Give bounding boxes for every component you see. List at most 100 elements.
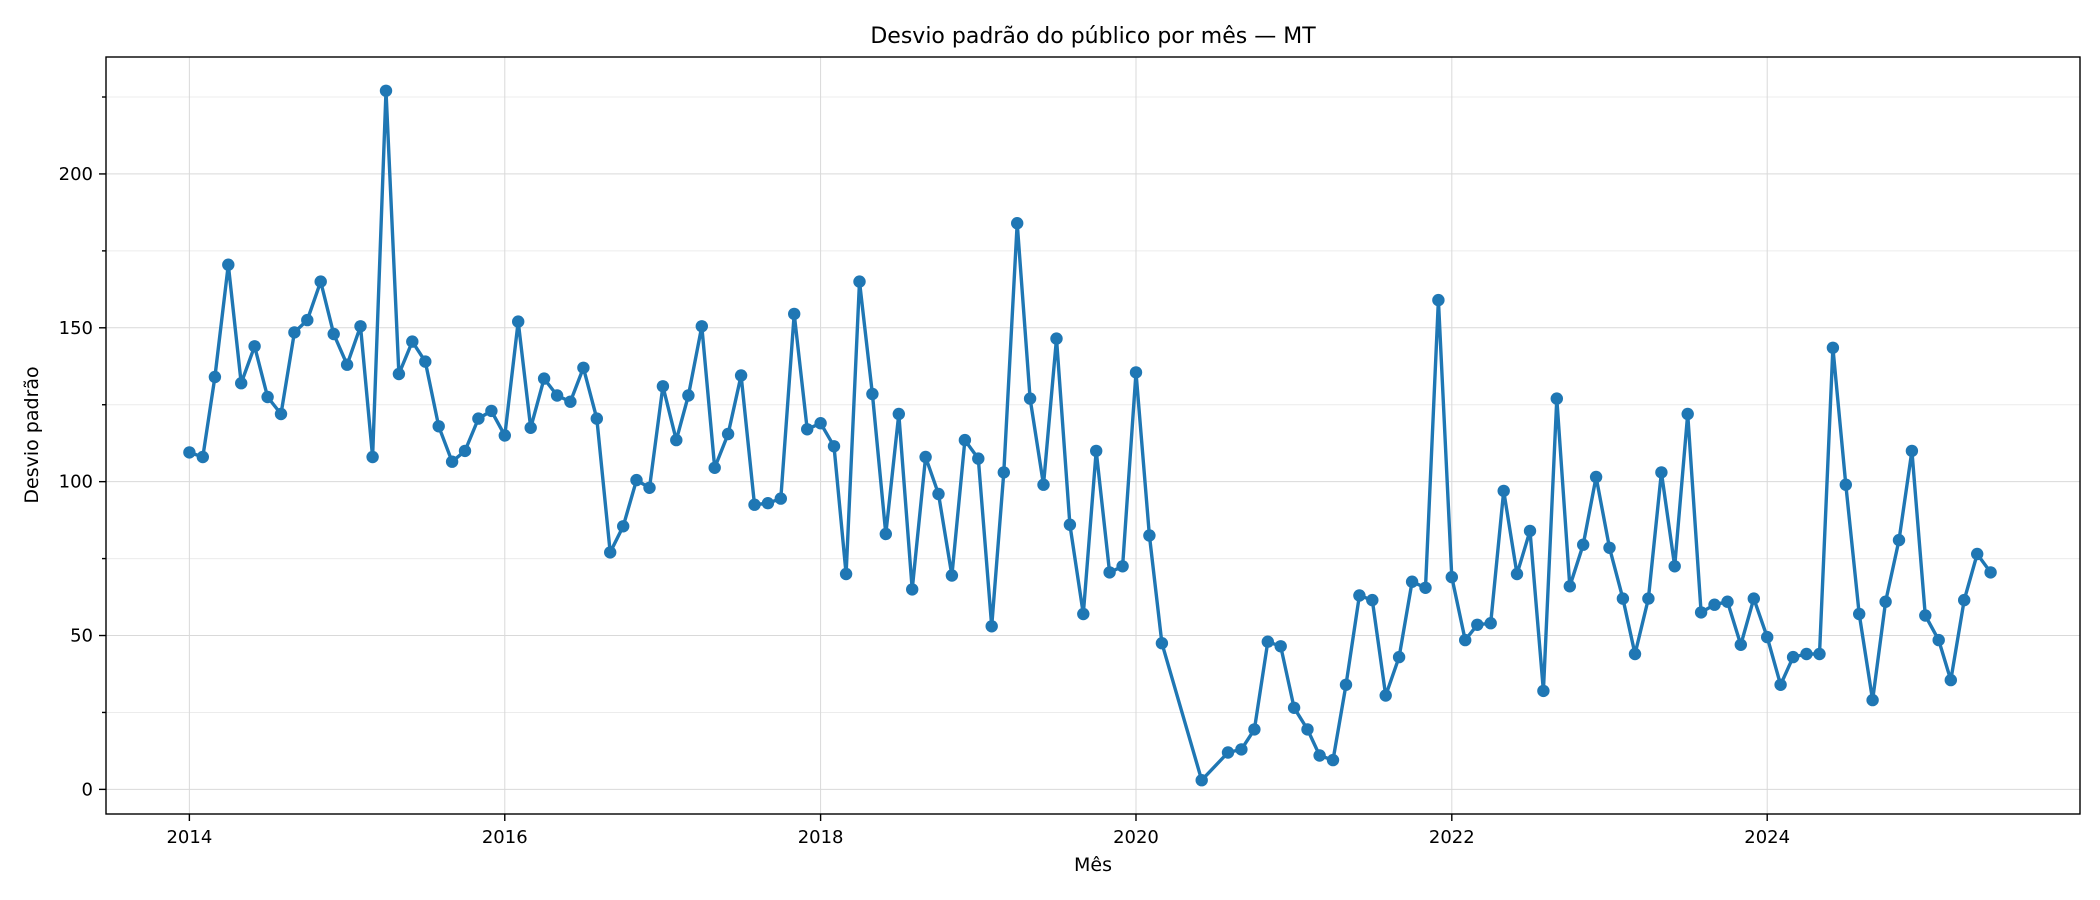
x-tick-label: 2024 — [1744, 827, 1790, 848]
data-point — [419, 355, 432, 368]
data-point — [392, 367, 406, 381]
data-point — [1301, 723, 1314, 736]
data-point — [801, 423, 814, 436]
data-point — [432, 420, 445, 433]
data-point — [670, 433, 683, 447]
data-point — [1366, 593, 1379, 607]
data-point — [1432, 293, 1445, 307]
data-point — [1116, 560, 1129, 573]
data-point — [1721, 595, 1734, 608]
data-point — [1037, 478, 1050, 491]
series-line — [188, 89, 1992, 782]
data-point — [1668, 560, 1681, 573]
data-point — [458, 444, 472, 458]
data-point — [1919, 609, 1932, 622]
data-point — [656, 380, 670, 393]
data-point — [1195, 774, 1208, 787]
data-point — [827, 440, 841, 453]
data-point — [879, 527, 892, 541]
data-point — [1932, 633, 1945, 647]
data-point — [1484, 617, 1497, 630]
data-point — [774, 492, 787, 505]
data-point — [524, 421, 537, 434]
data-point — [248, 340, 261, 353]
data-point — [866, 387, 879, 401]
data-point — [761, 497, 775, 510]
data-point — [604, 546, 617, 559]
data-point — [1958, 593, 1971, 607]
grid-lines — [106, 57, 2080, 814]
data-point — [274, 407, 288, 421]
data-point — [208, 370, 222, 384]
x-tick-label: 2016 — [482, 827, 528, 848]
data-point — [1537, 684, 1550, 698]
data-point — [1326, 753, 1340, 767]
data-point — [853, 275, 866, 288]
data-point — [1826, 341, 1840, 354]
x-tick-label: 2018 — [798, 827, 844, 848]
data-point — [340, 358, 354, 371]
data-point — [997, 466, 1010, 479]
x-tick-label: 2022 — [1429, 827, 1475, 848]
data-point — [1813, 647, 1826, 661]
data-point — [708, 461, 721, 474]
chart-title: Desvio padrão do público por mês — MT — [870, 24, 1316, 49]
data-point — [695, 320, 708, 333]
data-point — [1628, 647, 1642, 661]
data-point — [1523, 524, 1537, 538]
data-point — [932, 487, 945, 501]
data-point — [1734, 638, 1748, 651]
data-point — [472, 412, 485, 425]
data-point — [1761, 630, 1774, 644]
data-point — [748, 498, 761, 511]
data-point — [550, 389, 564, 402]
data-point — [590, 412, 603, 425]
data-point — [235, 377, 248, 390]
data-point — [327, 327, 340, 341]
data-point — [1944, 673, 1958, 687]
data-point — [1313, 749, 1326, 762]
data-point — [630, 473, 643, 487]
data-point — [1221, 746, 1235, 759]
data-point — [1839, 478, 1853, 491]
data-point — [1143, 529, 1156, 542]
data-point — [1892, 533, 1906, 547]
data-point — [512, 315, 525, 328]
data-point — [1853, 607, 1866, 621]
data-point — [1419, 581, 1432, 594]
data-point — [1063, 518, 1077, 531]
data-point — [1642, 592, 1655, 605]
data-point — [1774, 678, 1787, 691]
data-point — [919, 450, 932, 464]
data-point — [814, 417, 827, 430]
data-point — [445, 455, 459, 468]
data-point — [1050, 332, 1063, 345]
data-point — [985, 620, 998, 633]
plot-frame — [105, 56, 2081, 815]
data-point — [1589, 470, 1603, 484]
data-point — [1681, 407, 1694, 421]
data-point — [1905, 444, 1919, 458]
data-point — [1694, 606, 1708, 619]
data-point — [1379, 689, 1392, 702]
data-point — [1603, 541, 1616, 554]
data-point — [1510, 567, 1524, 581]
data-point — [788, 307, 801, 321]
data-point — [564, 395, 577, 408]
data-point — [498, 429, 511, 442]
data-point — [1655, 466, 1668, 479]
data-point — [183, 446, 196, 459]
data-point — [577, 361, 590, 374]
data-point — [617, 520, 630, 533]
data-point — [485, 404, 498, 418]
data-point — [196, 450, 209, 464]
x-tick-label: 2020 — [1113, 827, 1159, 848]
data-point — [366, 450, 379, 464]
data-point — [354, 320, 367, 333]
data-point — [958, 433, 972, 447]
data-point — [643, 481, 656, 494]
data-point — [972, 452, 985, 465]
data-point — [1800, 647, 1813, 661]
data-point — [1550, 392, 1564, 405]
data-point — [1129, 366, 1143, 379]
